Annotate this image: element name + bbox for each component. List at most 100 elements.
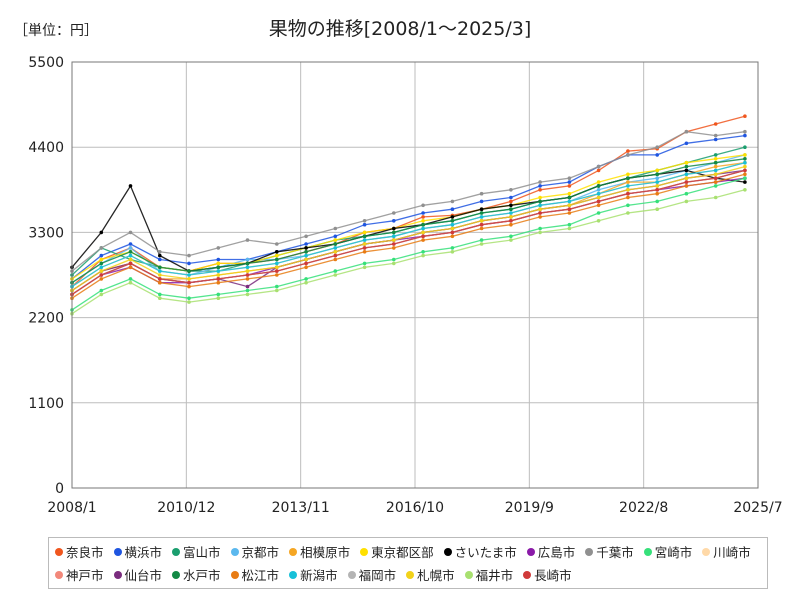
x-tick-label: 2019/9 (505, 500, 554, 516)
data-point (392, 238, 396, 242)
data-point (128, 277, 133, 281)
data-point (509, 203, 513, 208)
data-point (245, 292, 250, 297)
data-point (275, 288, 279, 293)
x-tick-label: 2025/7 (733, 500, 782, 516)
data-point (333, 253, 338, 258)
data-point (538, 207, 542, 211)
data-point (655, 191, 659, 196)
data-point (538, 230, 542, 235)
series-line (71, 131, 745, 272)
data-point (567, 211, 572, 215)
legend-marker (443, 547, 452, 556)
legend-item: 長崎市 (523, 565, 572, 584)
data-point (304, 280, 308, 285)
data-point (275, 253, 279, 258)
data-point (479, 222, 484, 227)
data-point (596, 184, 601, 188)
data-point (743, 160, 747, 165)
data-point (479, 199, 484, 204)
data-point (626, 149, 630, 153)
series-9 (70, 176, 747, 312)
data-point (655, 168, 659, 173)
data-point (392, 226, 396, 231)
data-point (743, 145, 747, 149)
legend-marker (55, 547, 63, 556)
data-point (655, 184, 659, 188)
data-point (596, 164, 601, 169)
data-point (479, 226, 484, 231)
data-point (509, 215, 513, 219)
data-point (743, 180, 747, 184)
data-point (245, 269, 250, 273)
x-axis-ticks: 2008/1 2010/12 2013/11 2016/10 2019/9 2022/8 2… (47, 500, 782, 516)
legend-label: 松江市 (241, 568, 280, 583)
y-tick-label: 0 (55, 481, 64, 497)
data-point (216, 269, 221, 273)
data-point (275, 257, 279, 262)
data-point (333, 250, 338, 254)
data-point (362, 265, 367, 270)
data-point (128, 242, 133, 246)
data-point (538, 195, 542, 200)
data-point (158, 280, 162, 285)
data-point (743, 133, 747, 138)
legend-label: 新潟市 (300, 568, 338, 583)
data-point (509, 219, 513, 223)
data-point (99, 257, 104, 262)
data-point (743, 168, 747, 173)
data-point (187, 296, 191, 301)
data-point (304, 261, 308, 266)
data-point (333, 269, 338, 273)
data-point (684, 180, 689, 184)
data-point (567, 226, 572, 231)
data-point (713, 133, 718, 138)
legend-label: 川崎市 (713, 545, 751, 560)
data-point (245, 257, 250, 262)
data-point (567, 203, 572, 208)
data-point (421, 226, 425, 231)
data-point (421, 230, 425, 235)
data-point (421, 203, 425, 208)
data-point (567, 180, 572, 184)
data-point (450, 230, 455, 235)
data-point (304, 257, 308, 262)
legend-label: 東京都区部 (371, 545, 434, 560)
data-point (275, 242, 279, 246)
data-point (275, 265, 279, 270)
legend-item: 奈良市 (55, 542, 104, 561)
legend-label: 長崎市 (534, 568, 572, 583)
data-point (333, 246, 338, 250)
data-point (216, 296, 221, 301)
legend-item: 富山市 (172, 542, 221, 561)
data-point (333, 238, 338, 242)
legend-label: 広島市 (537, 545, 576, 560)
data-point (158, 296, 162, 301)
data-point (655, 145, 659, 149)
y-tick-label: 5500 (28, 55, 64, 71)
data-point (596, 188, 601, 192)
data-point (392, 230, 396, 235)
data-point (626, 203, 630, 208)
data-point (216, 261, 221, 266)
data-point (567, 184, 572, 188)
x-tick-label: 2010/12 (157, 500, 215, 516)
data-point (304, 265, 308, 270)
data-point (713, 157, 718, 161)
legend-item: 宮崎市 (643, 542, 692, 561)
legend-marker (172, 547, 181, 556)
legend-marker (230, 547, 239, 556)
data-point (275, 261, 279, 266)
data-point (450, 215, 455, 219)
data-point (158, 269, 162, 273)
legend-item: 相模原市 (289, 542, 350, 561)
data-point (275, 269, 279, 273)
legend-item: 福岡市 (347, 565, 396, 584)
data-point (684, 176, 689, 180)
legend: 奈良市 横浜市 富山市 京都市 相模原市 東京都区部 さいたま市 広島市 千葉市 宮崎市 川崎市 神戸… (48, 537, 768, 589)
data-point (479, 242, 484, 246)
legend-item: 福井市 (464, 565, 513, 584)
data-point (304, 250, 308, 254)
series-line (71, 165, 746, 292)
data-point (538, 199, 542, 204)
